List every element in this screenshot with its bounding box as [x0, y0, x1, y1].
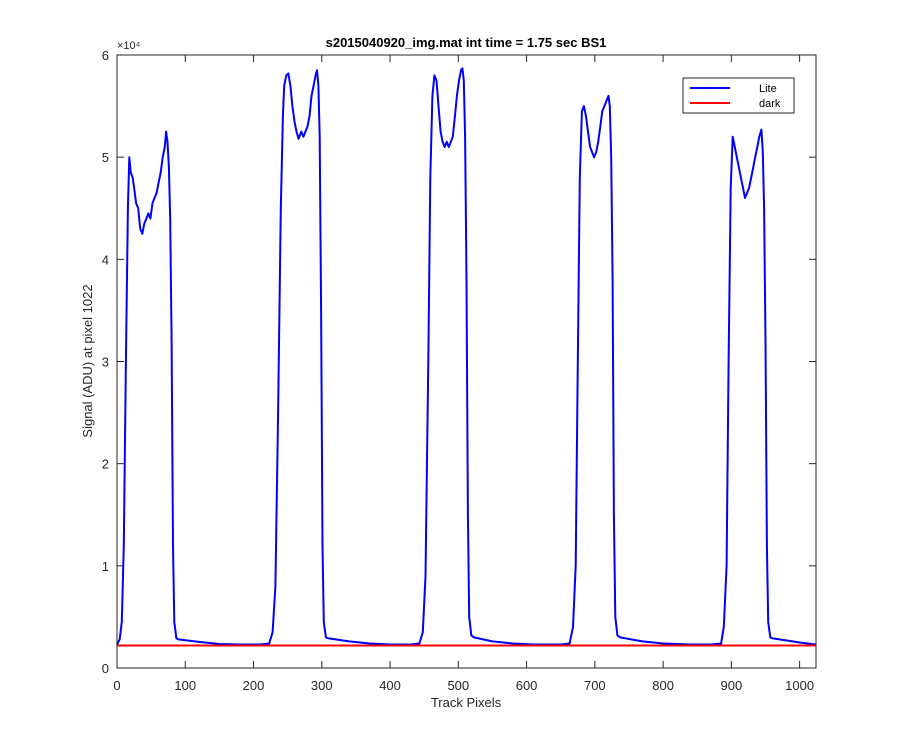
y-exponent-label: ×10⁴	[117, 40, 141, 52]
x-tick-label: 900	[721, 678, 743, 693]
tick-layer: 0 100 200 300 400 500 600 700 800 900 1000 0 1 2 3 4 5 6	[102, 48, 816, 693]
y-tick-label: 6	[102, 48, 109, 63]
x-tick-label: 500	[447, 678, 469, 693]
x-tick-label: 400	[379, 678, 401, 693]
x-tick-label: 1000	[785, 678, 814, 693]
x-tick-label: 800	[652, 678, 674, 693]
x-tick-label: 0	[113, 678, 120, 693]
y-tick-label: 1	[102, 559, 109, 574]
x-tick-label: 200	[243, 678, 265, 693]
legend-label-dark: dark	[759, 98, 781, 110]
x-tick-label: 600	[516, 678, 538, 693]
x-tick-label: 700	[584, 678, 606, 693]
y-tick-label: 5	[102, 150, 109, 165]
chart-title: s2015040920_img.mat int time = 1.75 sec …	[326, 35, 607, 50]
legend: Lite dark	[682, 77, 795, 114]
y-tick-label: 2	[102, 457, 109, 472]
series-line-lite	[116, 67, 817, 646]
series-layer	[116, 67, 817, 647]
x-tick-label: 300	[311, 678, 333, 693]
legend-box	[682, 77, 795, 114]
y-tick-label: 4	[102, 252, 109, 267]
y-tick-label: 3	[102, 355, 109, 370]
x-tick-label: 100	[174, 678, 196, 693]
y-tick-label: 0	[102, 661, 109, 676]
legend-label-lite: Lite	[759, 83, 777, 95]
x-axis-label: Track Pixels	[431, 695, 502, 710]
y-axis-label: Signal (ADU) at pixel 1022	[80, 284, 95, 437]
